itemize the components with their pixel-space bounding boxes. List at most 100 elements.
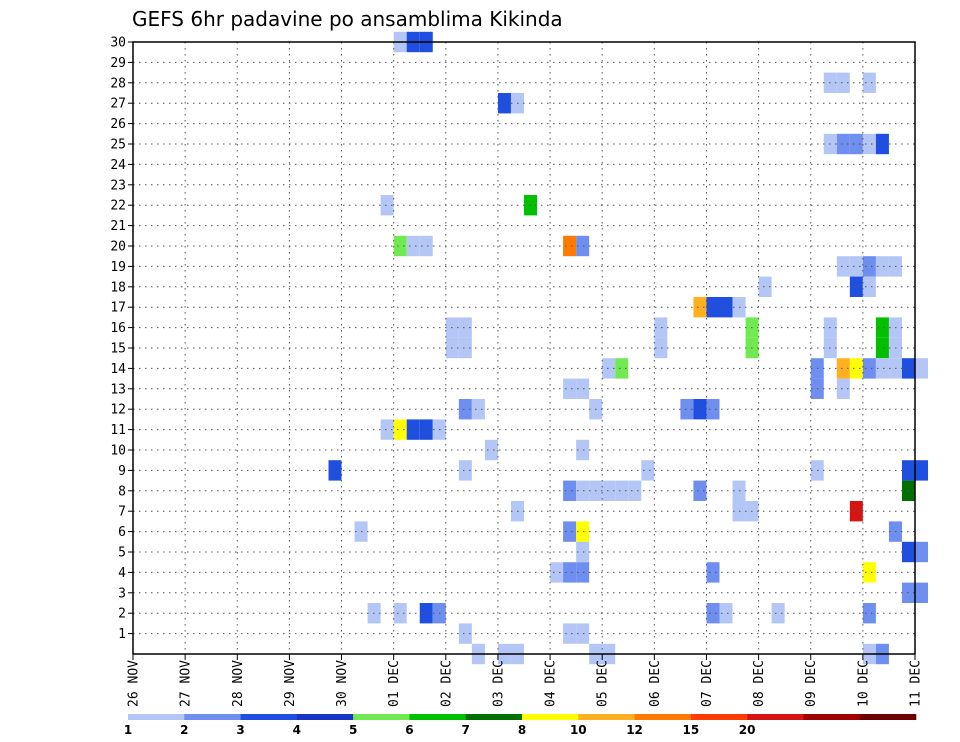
y-tick-label: 30 (110, 36, 126, 51)
heatmap-cell (654, 337, 668, 359)
legend-swatch (184, 714, 241, 720)
heatmap-cell (458, 399, 472, 420)
heatmap-cell (393, 603, 407, 624)
legend-swatch (859, 714, 917, 720)
heatmap-cell (836, 72, 850, 93)
heatmap-cell (419, 235, 433, 257)
heatmap-cell (862, 133, 876, 155)
heatmap-cell (458, 460, 472, 481)
heatmap-cell (849, 133, 863, 155)
heatmap-cell (915, 358, 929, 379)
heatmap-cell (693, 399, 707, 420)
heatmap-cell (641, 460, 655, 481)
heatmap-cell (576, 521, 590, 542)
legend-label: 15 (683, 723, 700, 737)
y-tick-label: 23 (110, 178, 126, 193)
heatmap-cell (849, 358, 863, 379)
heatmap-cell (875, 256, 889, 277)
heatmap-cell (836, 378, 850, 399)
legend-swatch (747, 714, 804, 720)
x-tick-label: 30 NOV (335, 660, 350, 707)
heatmap-cell (836, 256, 850, 277)
heatmap-cell (471, 399, 485, 420)
y-tick-label: 25 (110, 138, 126, 153)
heatmap-cell (615, 358, 629, 379)
x-tick-label: 07 DEC (700, 660, 715, 707)
y-tick-label: 19 (110, 260, 126, 275)
x-tick-label: 28 NOV (231, 660, 246, 707)
heatmap-cell (875, 317, 889, 338)
x-tick-label: 03 DEC (491, 660, 506, 707)
heatmap-cell (862, 603, 876, 624)
y-tick-label: 24 (110, 158, 126, 173)
x-tick-label: 26 NOV (127, 660, 142, 707)
y-tick-label: 6 (118, 525, 126, 540)
heatmap-cell (576, 480, 590, 501)
y-tick-label: 20 (110, 240, 126, 255)
grid-lines (133, 42, 915, 654)
heatmap-cell (693, 297, 707, 318)
heatmap-cell (706, 603, 720, 624)
heatmap-cell (849, 276, 863, 297)
heatmap-cell (563, 480, 577, 501)
legend-swatch (803, 714, 861, 720)
legend-label: 10 (570, 723, 587, 737)
x-tick-label: 01 DEC (387, 660, 402, 707)
legend-swatch (128, 714, 185, 720)
heatmap-cell (576, 378, 590, 399)
heatmap-cell (393, 419, 407, 440)
y-axis-ticks: 1234567891011121314151617181920212223242… (110, 36, 133, 642)
heatmap-cell (836, 133, 850, 155)
heatmap-cell (628, 480, 642, 501)
x-axis-ticks: 26 NOV 27 NOV 28 NOV 29 NOV 30 NOV 01 DEC 02 D… (127, 654, 924, 707)
heatmap-cell (836, 358, 850, 379)
y-tick-label: 2 (118, 607, 126, 622)
x-tick-label: 08 DEC (752, 660, 767, 707)
heatmap-cell (576, 623, 590, 644)
heatmap-cell (706, 297, 720, 318)
heatmap-cell (915, 460, 929, 481)
heatmap-cell (393, 235, 407, 257)
y-tick-label: 1 (118, 627, 126, 642)
heatmap-cell (615, 480, 629, 501)
x-tick-label: 27 NOV (179, 660, 194, 707)
y-tick-label: 27 (110, 97, 126, 112)
legend-label: 3 (236, 723, 244, 737)
legend-label: 8 (518, 723, 526, 737)
y-tick-label: 29 (110, 56, 126, 71)
heatmap-cell (915, 582, 929, 603)
legend-label: 20 (739, 723, 756, 737)
heatmap-cell (563, 562, 577, 583)
heatmap-cell (771, 603, 785, 624)
y-tick-label: 17 (110, 301, 126, 316)
heatmap-cell (419, 419, 433, 440)
y-tick-label: 4 (118, 566, 126, 581)
heatmap-cell (406, 419, 420, 440)
y-tick-label: 15 (110, 342, 126, 357)
heatmap-cell (706, 562, 720, 583)
legend-label: 1 (124, 723, 132, 737)
x-tick-label: 11 DEC (909, 660, 924, 707)
heatmap-cell (602, 358, 616, 379)
legend-swatch (522, 714, 579, 720)
heatmap-cell (576, 541, 590, 563)
legend-label: 7 (462, 723, 470, 737)
heatmap-cell (654, 317, 668, 338)
heatmap-cell (458, 317, 472, 338)
x-tick-label: 06 DEC (648, 660, 663, 707)
heatmap-cell (380, 419, 394, 440)
heatmap-cell (563, 235, 577, 257)
heatmap-cell (719, 297, 733, 318)
heatmap-cell (563, 521, 577, 542)
x-tick-label: 05 DEC (596, 660, 611, 707)
y-tick-label: 3 (118, 586, 126, 601)
y-tick-label: 14 (110, 362, 126, 377)
heatmap-cell (524, 195, 538, 216)
x-tick-label: 09 DEC (804, 660, 819, 707)
heatmap-cell (602, 480, 616, 501)
legend-swatch (690, 714, 748, 720)
x-tick-label: 29 NOV (283, 660, 298, 707)
x-tick-label: 10 DEC (856, 660, 871, 707)
heatmap-cell (849, 501, 863, 522)
